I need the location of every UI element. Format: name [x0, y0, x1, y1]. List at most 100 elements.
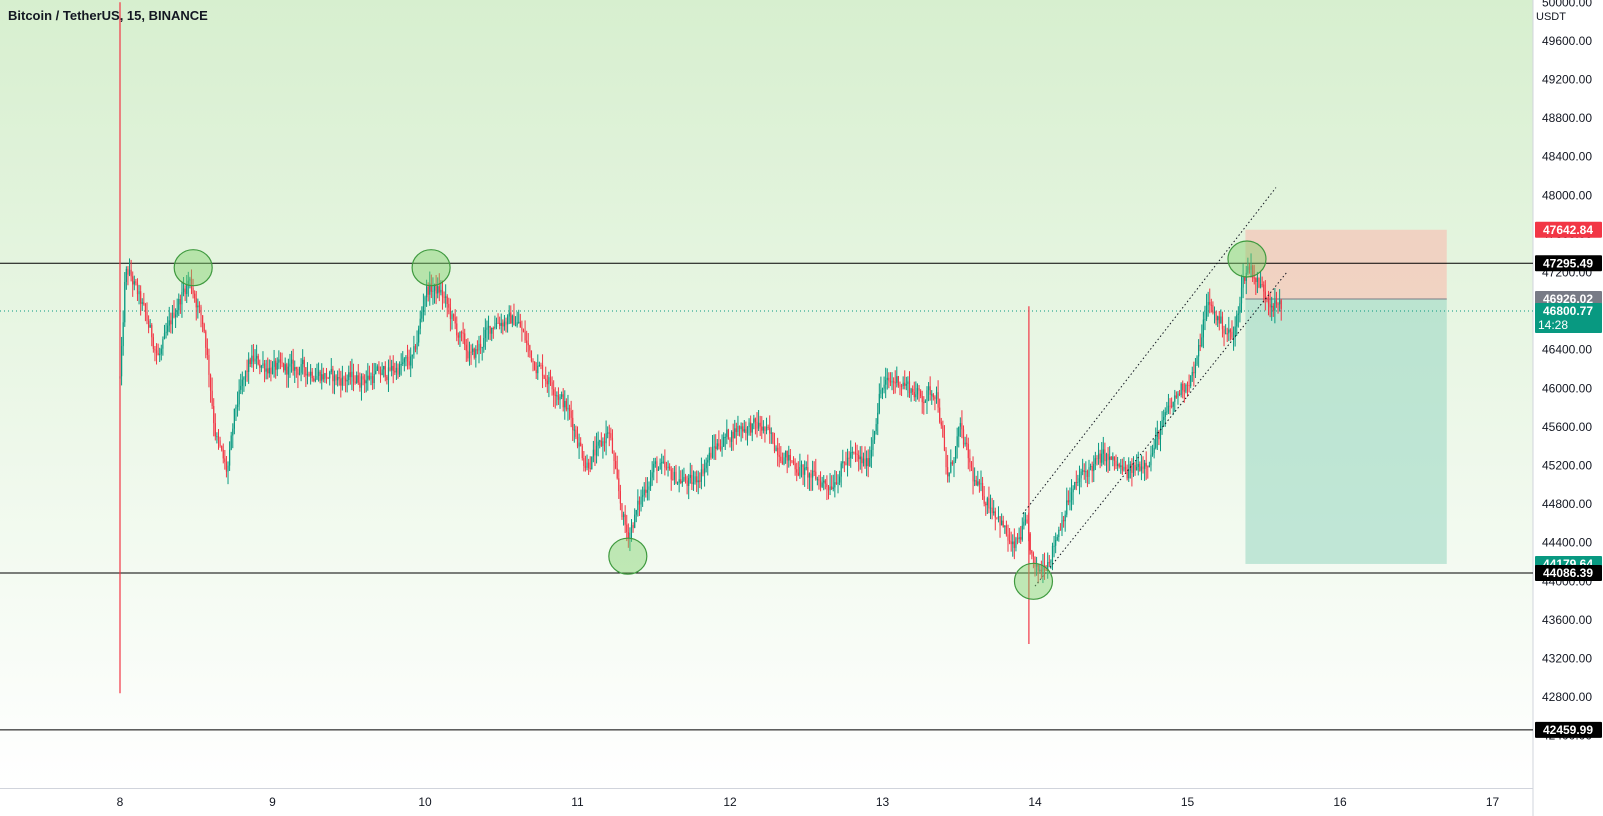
candle-body — [387, 367, 390, 381]
candle-body — [437, 286, 439, 294]
candle-body — [1147, 466, 1149, 468]
candle-body — [338, 377, 340, 379]
candle-body — [276, 362, 278, 370]
candle-body — [1128, 470, 1130, 479]
candle-body — [975, 480, 977, 486]
highlight-circle[interactable] — [173, 249, 213, 287]
candle-body — [888, 377, 890, 381]
candle-body — [451, 314, 453, 320]
candle-body — [508, 312, 510, 317]
candle-body — [124, 282, 126, 323]
candle-body — [1066, 500, 1068, 515]
candle-body — [270, 367, 272, 374]
candle-body — [327, 377, 329, 379]
candle-body — [319, 371, 321, 381]
candle-body — [1099, 453, 1101, 463]
candle-body — [524, 331, 526, 341]
candle-body — [170, 320, 172, 325]
candle-body — [873, 431, 876, 440]
candle-body — [133, 281, 135, 285]
candle-body — [1018, 537, 1020, 540]
candle-body — [996, 517, 998, 519]
candle-body — [332, 368, 334, 382]
candle-body — [1194, 364, 1197, 374]
candle-body — [661, 462, 663, 464]
candle-body — [638, 500, 641, 505]
candle-body — [1274, 300, 1276, 311]
candle-body — [421, 311, 423, 319]
highlight-circle[interactable] — [1013, 562, 1054, 600]
candle-body — [978, 481, 981, 485]
candle-body — [616, 468, 618, 479]
candle-body — [224, 458, 226, 462]
candle-body — [1201, 337, 1203, 347]
candle-body — [967, 443, 969, 459]
candle-body — [419, 318, 421, 329]
candle-body — [794, 463, 796, 470]
y-tick-label: 45200.00 — [1542, 459, 1592, 473]
x-tick-label: 10 — [418, 795, 432, 809]
candle-body — [675, 471, 677, 484]
candle-body — [1213, 311, 1216, 313]
highlight-circle[interactable] — [608, 537, 648, 575]
candle-body — [907, 381, 909, 385]
candle-body — [1190, 375, 1192, 387]
candle-body — [219, 440, 221, 446]
candle-body — [645, 489, 647, 493]
candle-body — [132, 276, 134, 285]
candle-body — [427, 286, 429, 295]
candle-body — [1223, 329, 1225, 334]
candle-body — [1207, 301, 1209, 306]
candle-body — [1271, 305, 1273, 308]
candle-body — [181, 292, 183, 305]
candle-body — [505, 321, 507, 325]
candle-body — [229, 449, 231, 466]
candle-body — [459, 331, 461, 338]
take-profit-zone[interactable] — [1245, 298, 1447, 564]
candle-body — [896, 376, 898, 383]
candle-body — [154, 348, 156, 351]
candle-body — [630, 524, 633, 533]
candle-body — [945, 450, 947, 468]
candle-body — [135, 281, 137, 284]
price-badge — [1535, 303, 1602, 334]
highlight-circle[interactable] — [411, 249, 451, 287]
candle-body — [1261, 284, 1263, 286]
candle-body — [942, 425, 944, 438]
candle-body — [1132, 464, 1135, 473]
candle-body — [432, 290, 434, 292]
candle-body — [580, 442, 582, 447]
candle-body — [986, 498, 988, 506]
candle-body — [292, 359, 294, 371]
candle-body — [208, 355, 210, 375]
candle-body — [615, 460, 617, 469]
candle-body — [397, 367, 399, 375]
time-axis-background — [0, 788, 1533, 816]
candle-body — [956, 436, 958, 447]
candle-body — [287, 366, 289, 375]
candle-body — [1169, 405, 1171, 407]
y-tick-label: 49200.00 — [1542, 73, 1592, 87]
candle-body — [337, 377, 339, 381]
candle-body — [1248, 266, 1251, 270]
candle-body — [929, 386, 931, 395]
channel-line[interactable] — [1022, 187, 1277, 515]
stop-loss-zone[interactable] — [1245, 229, 1447, 299]
candle-body — [999, 516, 1001, 526]
candle-body — [1204, 318, 1206, 320]
candle-body — [834, 482, 836, 488]
candle-body — [483, 338, 485, 348]
highlight-circle[interactable] — [1227, 240, 1267, 278]
candle-body — [1026, 519, 1028, 524]
y-tick-label: 43200.00 — [1542, 652, 1592, 666]
candle-body — [924, 400, 926, 403]
candle-body — [831, 486, 833, 489]
candle-body — [565, 400, 567, 410]
candle-body — [192, 288, 194, 294]
candle-body — [602, 441, 604, 446]
candle-body — [329, 371, 331, 379]
channel-line[interactable] — [1034, 272, 1288, 587]
candle-body — [672, 479, 674, 481]
candle-body — [1118, 464, 1120, 467]
